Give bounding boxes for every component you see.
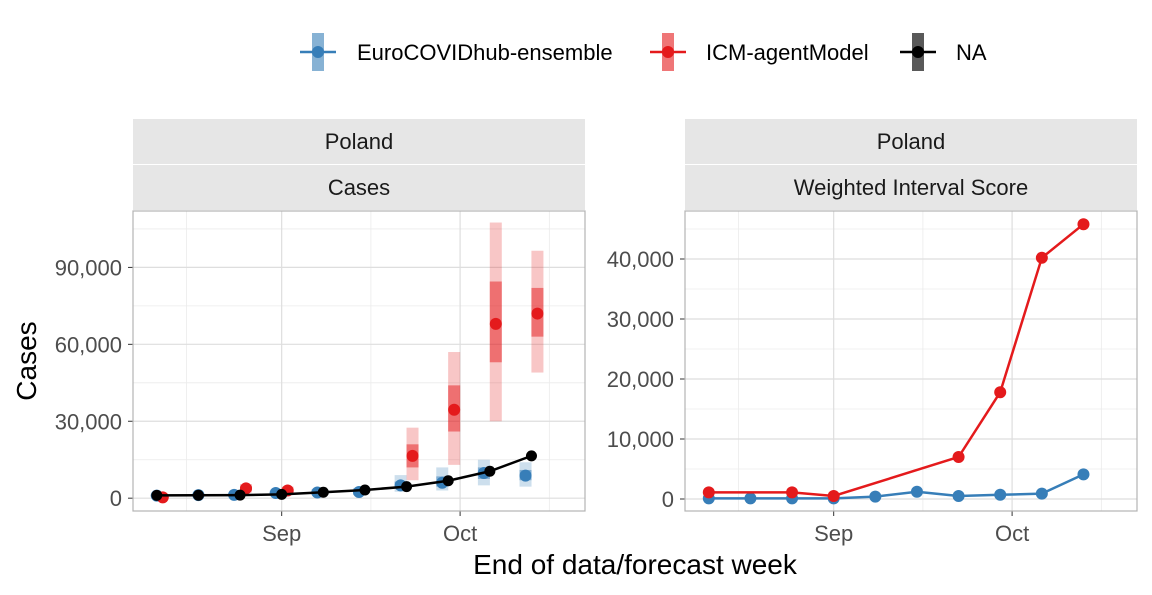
right-y-tick-label: 40,000 xyxy=(607,247,674,272)
right-strip-metric: Weighted Interval Score xyxy=(794,175,1028,200)
left-y-tick-label: 60,000 xyxy=(55,332,122,357)
observed-cases-point xyxy=(401,481,413,493)
ensemble-median-point xyxy=(519,469,532,482)
left-panel-border xyxy=(132,210,586,512)
legend: EuroCOVIDhub-ensemble ICM-agentModel NA xyxy=(300,33,987,71)
legend-key-na-point xyxy=(912,46,924,58)
ensemble-score-point xyxy=(910,485,923,498)
observed-cases-line xyxy=(156,454,532,497)
right-x-tick-label: Oct xyxy=(995,521,1029,546)
right-strip-top xyxy=(685,119,1137,164)
right-y-tick-label: 30,000 xyxy=(607,307,674,332)
observed-cases-point xyxy=(151,489,163,501)
right-plot-panel: 0 10,000 20,000 30,000 40,000 Sep Oct xyxy=(607,210,1138,546)
icm-median-point xyxy=(448,403,461,416)
icm-score-point xyxy=(827,490,840,502)
left-panel-background xyxy=(133,211,585,511)
ensemble-score-point xyxy=(994,488,1007,501)
icm-score-point xyxy=(952,451,965,463)
observed-cases-point xyxy=(525,450,537,462)
legend-item-ensemble: EuroCOVIDhub-ensemble xyxy=(300,33,613,71)
left-strip-bottom xyxy=(133,165,585,210)
right-y-tick-label: 0 xyxy=(662,487,674,512)
observed-cases-point xyxy=(317,486,329,498)
ensemble-score-line xyxy=(708,473,1084,500)
right-panel-strips: Poland Weighted Interval Score xyxy=(685,119,1137,210)
icm-score-point xyxy=(994,386,1007,399)
icm-median-point xyxy=(489,317,502,330)
left-strip-top xyxy=(133,119,585,164)
ensemble-score-point xyxy=(744,492,757,505)
icm-score-point xyxy=(1035,251,1048,264)
right-x-tick-label: Sep xyxy=(814,521,853,546)
right-y-tick-label: 10,000 xyxy=(607,427,674,452)
left-x-tick-label: Sep xyxy=(262,521,301,546)
ensemble-score-point xyxy=(1035,487,1048,500)
legend-label-ensemble: EuroCOVIDhub-ensemble xyxy=(357,40,613,65)
right-y-tick-label: 20,000 xyxy=(607,367,674,392)
left-y-tick-label: 0 xyxy=(110,486,122,511)
ensemble-score-point xyxy=(869,490,882,503)
legend-label-icm: ICM-agentModel xyxy=(706,40,869,65)
observed-cases-point xyxy=(484,465,496,477)
legend-label-na: NA xyxy=(956,40,987,65)
icm-score-point xyxy=(1077,218,1090,231)
legend-key-ensemble-point xyxy=(312,46,324,58)
icm-score-point xyxy=(786,486,799,499)
observed-cases-point xyxy=(442,475,454,487)
left-plot-panel: 0 30,000 60,000 90,000 Sep Oct xyxy=(55,210,586,546)
left-strip-metric: Cases xyxy=(328,175,390,200)
legend-key-icm-point xyxy=(662,46,674,58)
right-strip-bottom xyxy=(685,165,1137,210)
observed-cases-point xyxy=(192,489,204,501)
icm-score-point xyxy=(702,486,715,499)
icm-median-point xyxy=(406,449,419,462)
right-panel-background xyxy=(685,211,1137,511)
left-y-tick-label: 30,000 xyxy=(55,409,122,434)
left-panel-strips: Poland Cases xyxy=(133,119,585,210)
x-axis-title: End of data/forecast week xyxy=(473,549,798,580)
observed-cases-point xyxy=(276,488,288,500)
observed-cases-point xyxy=(234,489,246,501)
right-panel-border xyxy=(684,210,1138,512)
icm-median-point xyxy=(531,307,544,320)
observed-cases-point xyxy=(359,484,371,496)
left-strip-country: Poland xyxy=(325,129,394,154)
ensemble-score-point xyxy=(1077,468,1090,481)
right-strip-country: Poland xyxy=(877,129,946,154)
legend-item-icm: ICM-agentModel xyxy=(650,33,869,71)
left-x-tick-label: Oct xyxy=(443,521,477,546)
ensemble-score-point xyxy=(952,490,965,502)
y-axis-title: Cases xyxy=(11,321,42,400)
left-y-tick-label: 90,000 xyxy=(55,255,122,280)
legend-item-na: NA xyxy=(900,33,987,71)
